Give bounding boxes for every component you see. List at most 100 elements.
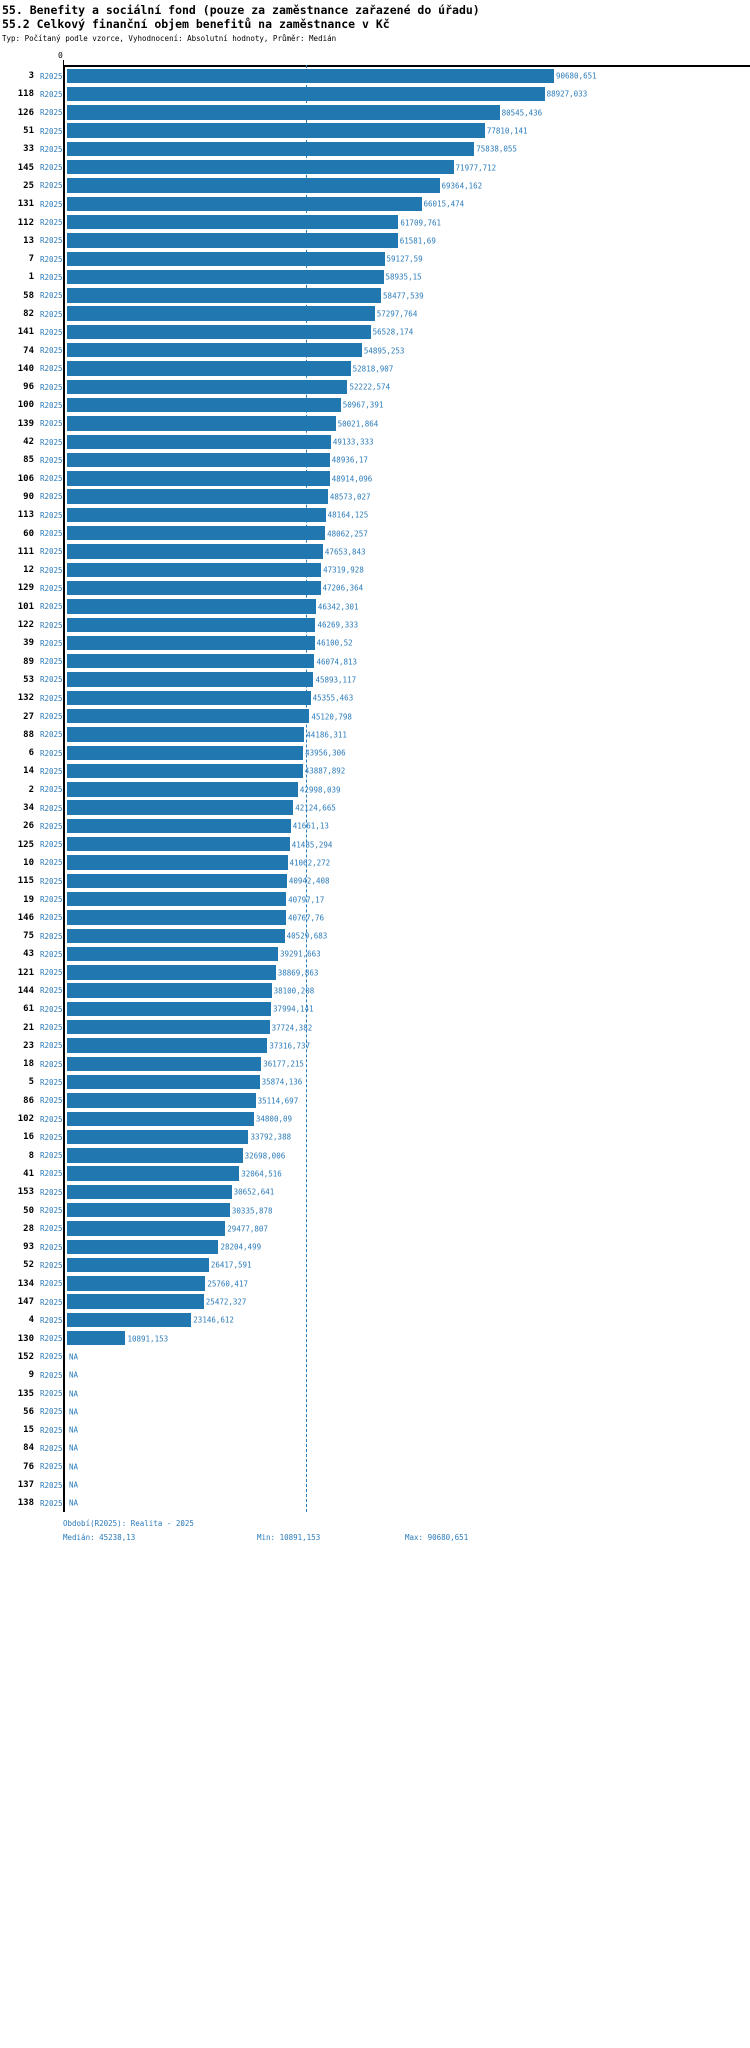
bar[interactable] <box>67 873 287 889</box>
bar[interactable] <box>67 526 326 541</box>
bar[interactable] <box>67 379 348 395</box>
bar[interactable] <box>67 397 341 413</box>
bar[interactable] <box>67 708 310 724</box>
bar-container: 46342,301 <box>67 598 750 616</box>
bar[interactable] <box>67 891 287 907</box>
bar-container: 39291,663 <box>67 945 750 963</box>
row-period: R2025 <box>40 1077 63 1087</box>
row-id: 129 <box>17 583 34 594</box>
bar[interactable] <box>67 68 554 83</box>
bar[interactable] <box>67 599 316 614</box>
row-period: R2025 <box>40 949 63 959</box>
bar[interactable] <box>67 269 384 285</box>
bar[interactable] <box>67 196 422 212</box>
bar[interactable] <box>67 800 294 815</box>
bar[interactable] <box>67 1294 204 1309</box>
bar[interactable] <box>67 288 382 303</box>
row-id: 7 <box>28 254 34 265</box>
row-period: R2025 <box>40 218 63 228</box>
bar[interactable] <box>67 1038 268 1053</box>
row-period: R2025 <box>40 327 63 337</box>
bar[interactable] <box>67 1203 230 1218</box>
bar[interactable] <box>67 141 475 157</box>
bar[interactable] <box>67 617 316 632</box>
bar[interactable] <box>67 910 286 925</box>
bar[interactable] <box>67 1093 256 1108</box>
bar[interactable] <box>67 214 399 230</box>
bar-container: 46269,333 <box>67 616 750 634</box>
row-id: 147 <box>17 1297 34 1308</box>
bar[interactable] <box>67 1148 243 1163</box>
bar[interactable] <box>67 745 304 760</box>
bar[interactable] <box>67 324 371 340</box>
bar[interactable] <box>67 965 276 980</box>
bar-container: 48936,17 <box>67 451 750 469</box>
bar-value-label: NA <box>69 1498 79 1508</box>
bar[interactable] <box>67 635 315 651</box>
bar[interactable] <box>67 818 291 834</box>
row-period: R2025 <box>40 1407 63 1417</box>
bar[interactable] <box>67 1257 209 1273</box>
bar[interactable] <box>67 1056 262 1072</box>
bar[interactable] <box>67 452 330 468</box>
bar[interactable] <box>67 1184 232 1200</box>
bar[interactable] <box>67 690 311 706</box>
row-period: R2025 <box>40 1242 63 1252</box>
bar[interactable] <box>67 1111 254 1126</box>
row-id: 51 <box>23 126 34 137</box>
bar-value-label: 32064,516 <box>241 1169 282 1179</box>
bar[interactable] <box>67 1001 272 1017</box>
bar[interactable] <box>67 763 303 779</box>
bar[interactable] <box>67 178 440 193</box>
row-period: R2025 <box>40 748 63 758</box>
bar[interactable] <box>67 416 336 431</box>
row-id: 152 <box>17 1351 34 1362</box>
bar[interactable] <box>67 672 314 687</box>
bar-rows: 3 R2025 90680,651 118 R2025 88927,033 126 R2025… <box>0 51 750 1512</box>
bar[interactable] <box>67 837 290 852</box>
bar[interactable] <box>67 580 321 596</box>
bar[interactable] <box>67 105 500 120</box>
bar[interactable] <box>67 1221 226 1236</box>
plot-top-rule <box>63 65 750 67</box>
bar-value-label: 32698,006 <box>244 1151 286 1161</box>
bar[interactable] <box>67 86 545 102</box>
row-period: R2025 <box>40 547 63 557</box>
bar-row: 13 R2025 61581,69 <box>0 232 750 250</box>
bar[interactable] <box>67 1331 126 1346</box>
bar[interactable] <box>67 562 322 577</box>
bar[interactable] <box>67 855 288 870</box>
bar[interactable] <box>67 434 331 449</box>
bar[interactable] <box>67 946 279 962</box>
bar-value-label: 48936,17 <box>331 455 368 465</box>
bar[interactable] <box>67 471 330 486</box>
bar-row: 88 R2025 44186,311 <box>0 726 750 744</box>
bar[interactable] <box>67 928 285 943</box>
bar[interactable] <box>67 1074 260 1090</box>
bar[interactable] <box>67 160 454 175</box>
bar[interactable] <box>67 1020 270 1035</box>
bar-value-label: 61581,69 <box>399 236 436 246</box>
bar[interactable] <box>67 1129 249 1145</box>
bar[interactable] <box>67 123 485 138</box>
bar[interactable] <box>67 544 323 559</box>
bar[interactable] <box>67 306 375 321</box>
bar[interactable] <box>67 361 351 376</box>
bar[interactable] <box>67 727 305 742</box>
bar[interactable] <box>67 782 298 797</box>
bar-container: 32698,006 <box>67 1147 750 1165</box>
bar[interactable] <box>67 343 362 358</box>
bar[interactable] <box>67 1276 206 1291</box>
bar[interactable] <box>67 983 272 998</box>
row-period: R2025 <box>40 254 63 264</box>
bar[interactable] <box>67 507 326 523</box>
row-period: R2025 <box>40 1132 63 1142</box>
bar[interactable] <box>67 654 315 669</box>
bar[interactable] <box>67 251 385 266</box>
bar-container: 40529,683 <box>67 927 750 945</box>
bar[interactable] <box>67 1166 240 1181</box>
bar[interactable] <box>67 233 398 248</box>
bar[interactable] <box>67 1312 192 1328</box>
bar[interactable] <box>67 489 328 504</box>
bar[interactable] <box>67 1239 219 1254</box>
